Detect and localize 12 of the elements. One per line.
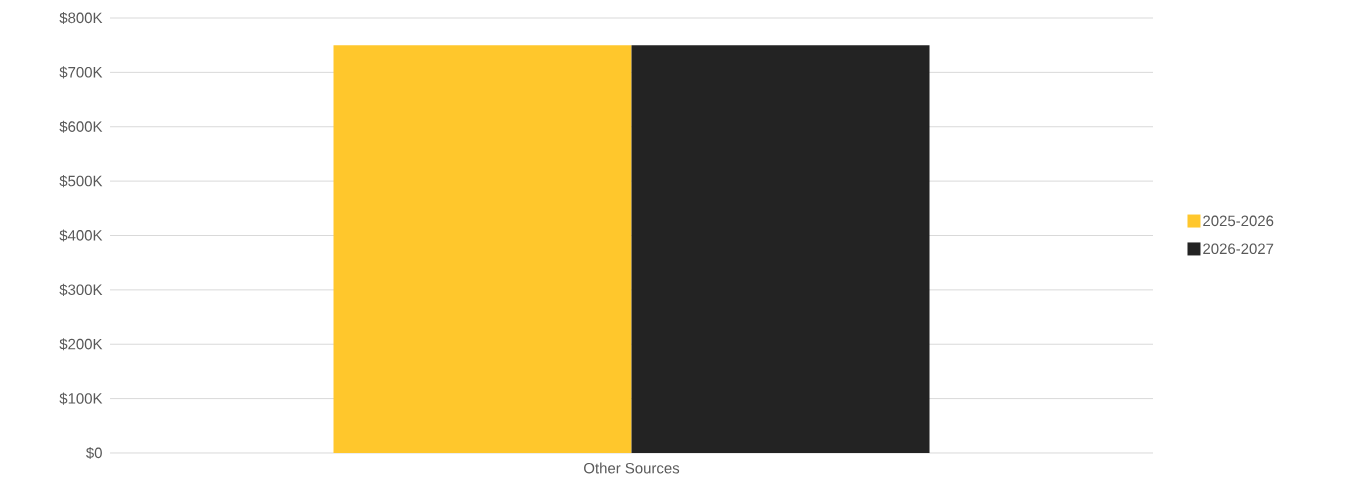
legend-label: 2025-2026 [1203, 215, 1274, 227]
y-tick-label: $300K [59, 283, 103, 296]
y-tick-label: $0 [86, 446, 102, 460]
y-tick-label: $600K [59, 120, 103, 133]
y-tick-label: $200K [59, 338, 103, 351]
y-tick-label: $800K [59, 11, 103, 25]
y-tick-label: $400K [59, 229, 103, 242]
x-tick-label: Other Sources [584, 462, 680, 474]
y-tick-label: $700K [59, 66, 103, 79]
legend-label: 2026-2027 [1203, 243, 1274, 255]
y-tick-label: $100K [59, 392, 103, 405]
y-tick-label: $500K [59, 175, 103, 188]
